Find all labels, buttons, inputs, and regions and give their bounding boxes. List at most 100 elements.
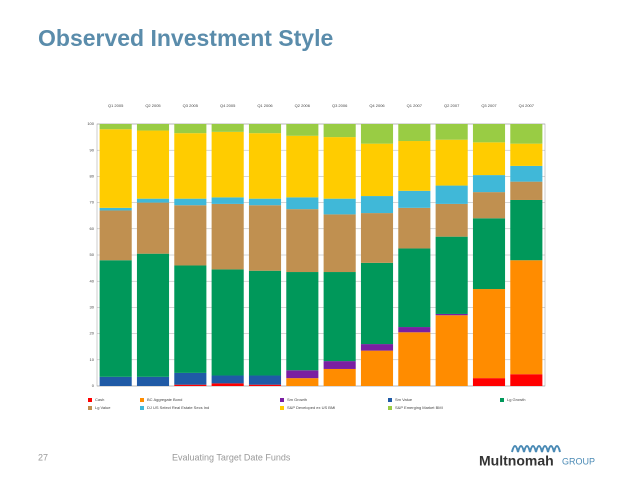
y-tick-label: 70 [90, 200, 95, 205]
bar-segment [248, 375, 282, 385]
bar-segment [136, 198, 170, 203]
bar-segment [323, 368, 356, 386]
bar-segment [174, 198, 207, 206]
legend-swatch [500, 398, 504, 402]
legend-label: Sm Growth [287, 397, 307, 402]
bar-segment [472, 378, 506, 386]
x-category-label: Q2 2005 [145, 103, 161, 108]
bar-segment [286, 124, 319, 136]
bar-segment [211, 124, 244, 132]
bar-segment [286, 135, 319, 198]
x-category-label: Q4 2007 [519, 103, 535, 108]
bar-segment [211, 383, 244, 386]
bar-segment [323, 214, 356, 273]
bar-segment [99, 376, 132, 386]
legend-swatch [88, 398, 92, 402]
legend-swatch [280, 406, 284, 410]
bar-segment [174, 384, 207, 386]
bar-segment [472, 218, 506, 290]
bar-segment [360, 262, 394, 345]
bar-segment [360, 344, 394, 351]
logo-mark [511, 445, 561, 453]
bar-segment [510, 260, 543, 375]
y-tick-label: 10 [90, 357, 95, 362]
bar-segment [472, 175, 506, 193]
bar-segment [472, 142, 506, 176]
legend-label: Cash [95, 397, 104, 402]
y-tick-label: 20 [90, 331, 95, 336]
bar-segment [323, 198, 356, 215]
legend-swatch [140, 406, 144, 410]
legend-swatch [388, 406, 392, 410]
bar-segment [510, 374, 543, 386]
bar-segment [323, 137, 356, 199]
bar-segment [398, 327, 431, 333]
legend-label: Lg Growth [507, 397, 525, 402]
y-tick-label: 60 [90, 226, 95, 231]
legend-label: DJ US Select Real Estate Secs Ind [147, 405, 209, 410]
bar-segment [136, 202, 170, 254]
bar-segment [286, 197, 319, 210]
bar-segment [99, 124, 132, 130]
x-category-label: Q4 2005 [220, 103, 236, 108]
legend-swatch [280, 398, 284, 402]
bar-segment [248, 133, 282, 199]
bar-segment [136, 253, 170, 377]
bar-segment [398, 207, 431, 249]
bar-segment [510, 124, 543, 144]
legend-swatch [140, 398, 144, 402]
bar-segment [360, 124, 394, 144]
y-tick-label: 100 [87, 121, 94, 126]
bar-segment [211, 203, 244, 270]
bar-segment [99, 129, 132, 208]
x-category-label: Q1 2006 [257, 103, 273, 108]
legend-label: S&P Developed ex US BMI [287, 405, 335, 410]
bar-segment [323, 361, 356, 369]
y-tick-label: 30 [90, 304, 95, 309]
bar-segment [360, 196, 394, 214]
bar-segment [510, 181, 543, 200]
bar-segment [174, 372, 207, 385]
bar-segment [510, 199, 543, 261]
bar-segment [136, 124, 170, 131]
bar-segment [211, 131, 244, 198]
bar-segment [99, 210, 132, 261]
y-tick-label: 50 [90, 252, 95, 257]
bar-segment [248, 198, 282, 206]
bar-segment [323, 272, 356, 362]
bar-segment [211, 197, 244, 204]
legend-swatch [88, 406, 92, 410]
bar-segment [472, 289, 506, 379]
bar-segment [360, 213, 394, 263]
bar-segment [398, 124, 431, 142]
bar-segment [472, 192, 506, 219]
bar-segment [248, 384, 282, 386]
bar-segment [360, 143, 394, 197]
x-category-label: Q2 2007 [444, 103, 460, 108]
x-category-label: Q3 2005 [183, 103, 199, 108]
bar-segment [398, 248, 431, 328]
bar-segment [248, 270, 282, 376]
bar-segment [472, 124, 506, 143]
y-tick-label: 90 [90, 147, 95, 152]
bar-segment [510, 165, 543, 182]
legend-label: BC Aggregate Bond [147, 397, 182, 402]
x-category-label: Q3 2006 [332, 103, 348, 108]
legend-label: Lg Value [95, 405, 111, 410]
bar-segment [435, 139, 468, 186]
bar-segment [286, 378, 319, 386]
x-category-label: Q1 2005 [108, 103, 124, 108]
x-category-label: Q3 2007 [481, 103, 497, 108]
legend-swatch [388, 398, 392, 402]
y-tick-label: 0 [92, 383, 95, 388]
bar-segment [398, 332, 431, 386]
y-tick-label: 40 [90, 278, 95, 283]
bar-segment [211, 375, 244, 384]
bar-segment [136, 376, 170, 386]
bar-segment [174, 133, 207, 199]
bar-segment [248, 205, 282, 271]
bar-segment [174, 124, 207, 134]
bar-segment [286, 370, 319, 379]
logo: Multnomah [479, 453, 554, 469]
